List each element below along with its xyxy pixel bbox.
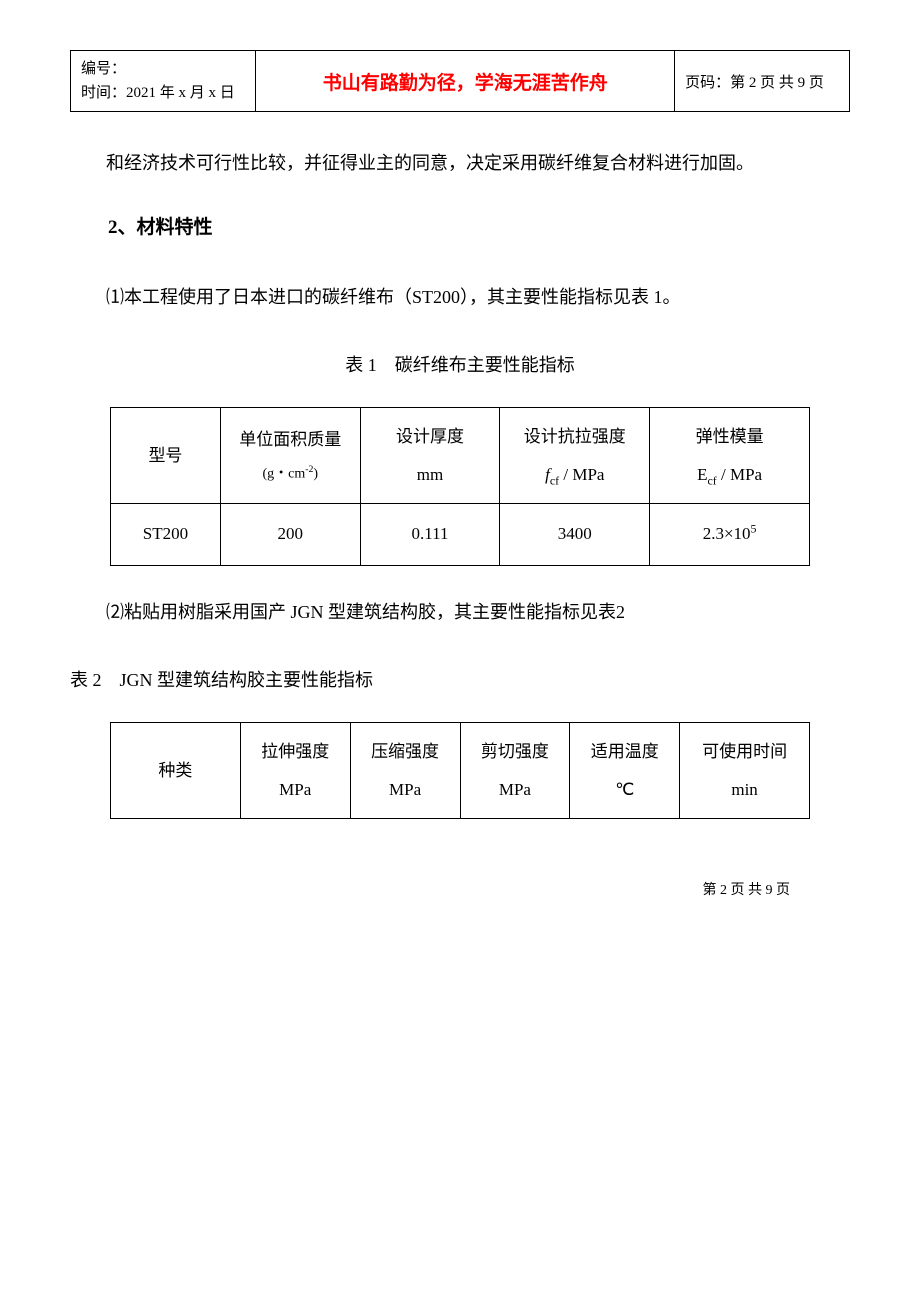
table1-header-c5: 弹性模量 Ecf / MPa: [650, 408, 810, 504]
table2-caption: 表 2 JGN 型建筑结构胶主要性能指标: [70, 659, 850, 702]
header-date-label: 时间：2021 年 x 月 x 日: [81, 81, 245, 105]
table1-row-c2: 200: [220, 504, 360, 566]
document-content: 和经济技术可行性比较，并征得业主的同意，决定采用碳纤维复合材料进行加固。 2、材…: [70, 142, 850, 819]
table2-header-c6-line1: 可使用时间: [686, 733, 803, 770]
table1: 型号 单位面积质量 (g・cm-2) 设计厚度 mm 设计抗拉强度 fcf / …: [110, 407, 810, 566]
document-header-table: 编号： 时间：2021 年 x 月 x 日 书山有路勤为径，学海无涯苦作舟 页码…: [70, 50, 850, 112]
footer-page-text: 第 2 页 共 9 页: [703, 883, 791, 898]
header-motto-cell: 书山有路勤为径，学海无涯苦作舟: [256, 51, 675, 112]
page-footer: 第 2 页 共 9 页: [70, 879, 850, 899]
header-id-label: 编号：: [81, 57, 245, 81]
table1-header-c2-line2: (g・cm-2): [227, 459, 354, 490]
paragraph-3: ⑵粘贴用树脂采用国产 JGN 型建筑结构胶，其主要性能指标见表2: [70, 591, 850, 634]
table1-header-c3-line1: 设计厚度: [367, 418, 494, 455]
table2-header-c2: 拉伸强度 MPa: [240, 723, 350, 819]
table1-header-row: 型号 单位面积质量 (g・cm-2) 设计厚度 mm 设计抗拉强度 fcf / …: [111, 408, 810, 504]
section-title: 2、材料特性: [70, 205, 850, 251]
table2-header-c3: 压缩强度 MPa: [350, 723, 460, 819]
table1-caption: 表 1 碳纤维布主要性能指标: [70, 344, 850, 387]
header-motto: 书山有路勤为径，学海无涯苦作舟: [323, 73, 608, 94]
table1-header-c5-line1: 弹性模量: [656, 418, 803, 455]
table2-header-c2-line1: 拉伸强度: [247, 733, 344, 770]
table1-header-c4-line1: 设计抗拉强度: [506, 418, 643, 455]
table2-header-c5: 适用温度 ℃: [570, 723, 680, 819]
table1-header-c5-line2: Ecf / MPa: [656, 456, 803, 494]
table2-header-c4: 剪切强度 MPa: [460, 723, 570, 819]
table1-row-c4: 3400: [500, 504, 650, 566]
table1-header-c1: 型号: [111, 408, 221, 504]
table1-row-c5: 2.3×105: [650, 504, 810, 566]
table2-header-c2-line2: MPa: [247, 771, 344, 808]
table1-header-c3-line2: mm: [367, 456, 494, 493]
table2-header-c1: 种类: [111, 723, 241, 819]
table2-header-c3-line1: 压缩强度: [357, 733, 454, 770]
table1-row-c1: ST200: [111, 504, 221, 566]
table2-header-c6-line2: min: [686, 771, 803, 808]
table1-row-c3: 0.111: [360, 504, 500, 566]
table2: 种类 拉伸强度 MPa 压缩强度 MPa 剪切强度 MPa 适用温度 ℃ 可使用…: [110, 722, 810, 819]
paragraph-2: ⑴本工程使用了日本进口的碳纤维布（ST200），其主要性能指标见表 1。: [70, 276, 850, 319]
header-page-label: 页码：第 2 页 共 9 页: [685, 75, 824, 91]
table1-header-c3: 设计厚度 mm: [360, 408, 500, 504]
header-page-cell: 页码：第 2 页 共 9 页: [675, 51, 850, 112]
table1-header-c4-line2: fcf / MPa: [506, 456, 643, 494]
table2-header-c5-line1: 适用温度: [576, 733, 673, 770]
table1-header-c2-line1: 单位面积质量: [227, 421, 354, 458]
header-id-date-cell: 编号： 时间：2021 年 x 月 x 日: [71, 51, 256, 112]
table1-data-row: ST200 200 0.111 3400 2.3×105: [111, 504, 810, 566]
table2-header-c4-line1: 剪切强度: [467, 733, 564, 770]
paragraph-1: 和经济技术可行性比较，并征得业主的同意，决定采用碳纤维复合材料进行加固。: [70, 142, 850, 185]
table2-header-c3-line2: MPa: [357, 771, 454, 808]
table1-header-c2: 单位面积质量 (g・cm-2): [220, 408, 360, 504]
table1-header-c4: 设计抗拉强度 fcf / MPa: [500, 408, 650, 504]
table2-header-c4-line2: MPa: [467, 771, 564, 808]
table2-header-c5-line2: ℃: [576, 771, 673, 808]
table2-header-row: 种类 拉伸强度 MPa 压缩强度 MPa 剪切强度 MPa 适用温度 ℃ 可使用…: [111, 723, 810, 819]
table2-header-c6: 可使用时间 min: [680, 723, 810, 819]
